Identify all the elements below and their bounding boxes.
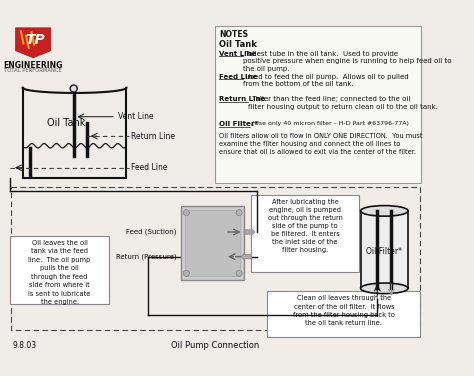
Text: ENGINEERING: ENGINEERING: [3, 61, 63, 70]
Text: Oil filters allow oil to flow in ONLY ONE DIRECTION.  You must
examine the filte: Oil filters allow oil to flow in ONLY ON…: [219, 133, 422, 155]
Circle shape: [236, 209, 242, 216]
Circle shape: [70, 85, 77, 92]
FancyArrow shape: [241, 253, 251, 260]
FancyArrow shape: [245, 229, 255, 235]
Text: Oil leaves the oil
tank via the feed
line.  The oil pump
pulls the oil
through t: Oil leaves the oil tank via the feed lin…: [28, 240, 91, 305]
Circle shape: [236, 270, 242, 276]
Text: Feed Line: Feed Line: [219, 74, 257, 80]
Text: TP: TP: [25, 33, 45, 47]
Text: (Use only 40 micron filter – H-D Part #63796-77A): (Use only 40 micron filter – H-D Part #6…: [250, 121, 409, 126]
Text: Oil Tank: Oil Tank: [219, 40, 257, 49]
Text: Taller than the feed line; connected to the oil
filter housing output to return : Taller than the feed line; connected to …: [248, 97, 438, 110]
Bar: [185, 210, 240, 276]
Bar: [11, 187, 419, 330]
Text: 9.8.03: 9.8.03: [13, 341, 37, 350]
Text: Vent Line: Vent Line: [219, 51, 256, 57]
Text: Return Line: Return Line: [131, 132, 175, 141]
Bar: [215, 26, 421, 183]
Bar: [181, 206, 245, 280]
Text: After lubricating the
engine, oil is pumped
out through the return
side of the p: After lubricating the engine, oil is pum…: [268, 199, 343, 253]
Text: Feed (Suction): Feed (Suction): [126, 229, 177, 235]
Text: TOTAL PERFORMANCE: TOTAL PERFORMANCE: [4, 68, 62, 73]
Bar: [361, 211, 408, 288]
Ellipse shape: [361, 283, 408, 294]
Text: Oil Filter*: Oil Filter*: [366, 247, 402, 256]
Bar: [251, 195, 359, 273]
Text: Oil Pump Connection: Oil Pump Connection: [171, 341, 259, 350]
Text: Feed Line: Feed Line: [131, 163, 167, 172]
Text: NOTES: NOTES: [219, 30, 248, 39]
Bar: [267, 291, 420, 337]
Text: Vent Line: Vent Line: [118, 112, 153, 121]
Text: Oil Filter*: Oil Filter*: [219, 121, 258, 127]
Bar: [10, 235, 109, 304]
Circle shape: [183, 270, 190, 276]
Polygon shape: [16, 28, 51, 58]
Circle shape: [183, 209, 190, 216]
Text: Tallest tube in the oil tank.  Used to provide
positive pressure when engine is : Tallest tube in the oil tank. Used to pr…: [243, 51, 451, 72]
Ellipse shape: [361, 206, 408, 216]
Text: Return (Pressure): Return (Pressure): [116, 253, 177, 260]
Text: Used to feed the oil pump.  Allows oil to pulled
from the bottom of the oil tank: Used to feed the oil pump. Allows oil to…: [243, 74, 408, 87]
Text: Oil Tank: Oil Tank: [46, 118, 85, 128]
Text: Clean oil leaves through the
center of the oil filter.  It flows
from the filter: Clean oil leaves through the center of t…: [293, 296, 395, 326]
Text: Return Line: Return Line: [219, 97, 265, 103]
